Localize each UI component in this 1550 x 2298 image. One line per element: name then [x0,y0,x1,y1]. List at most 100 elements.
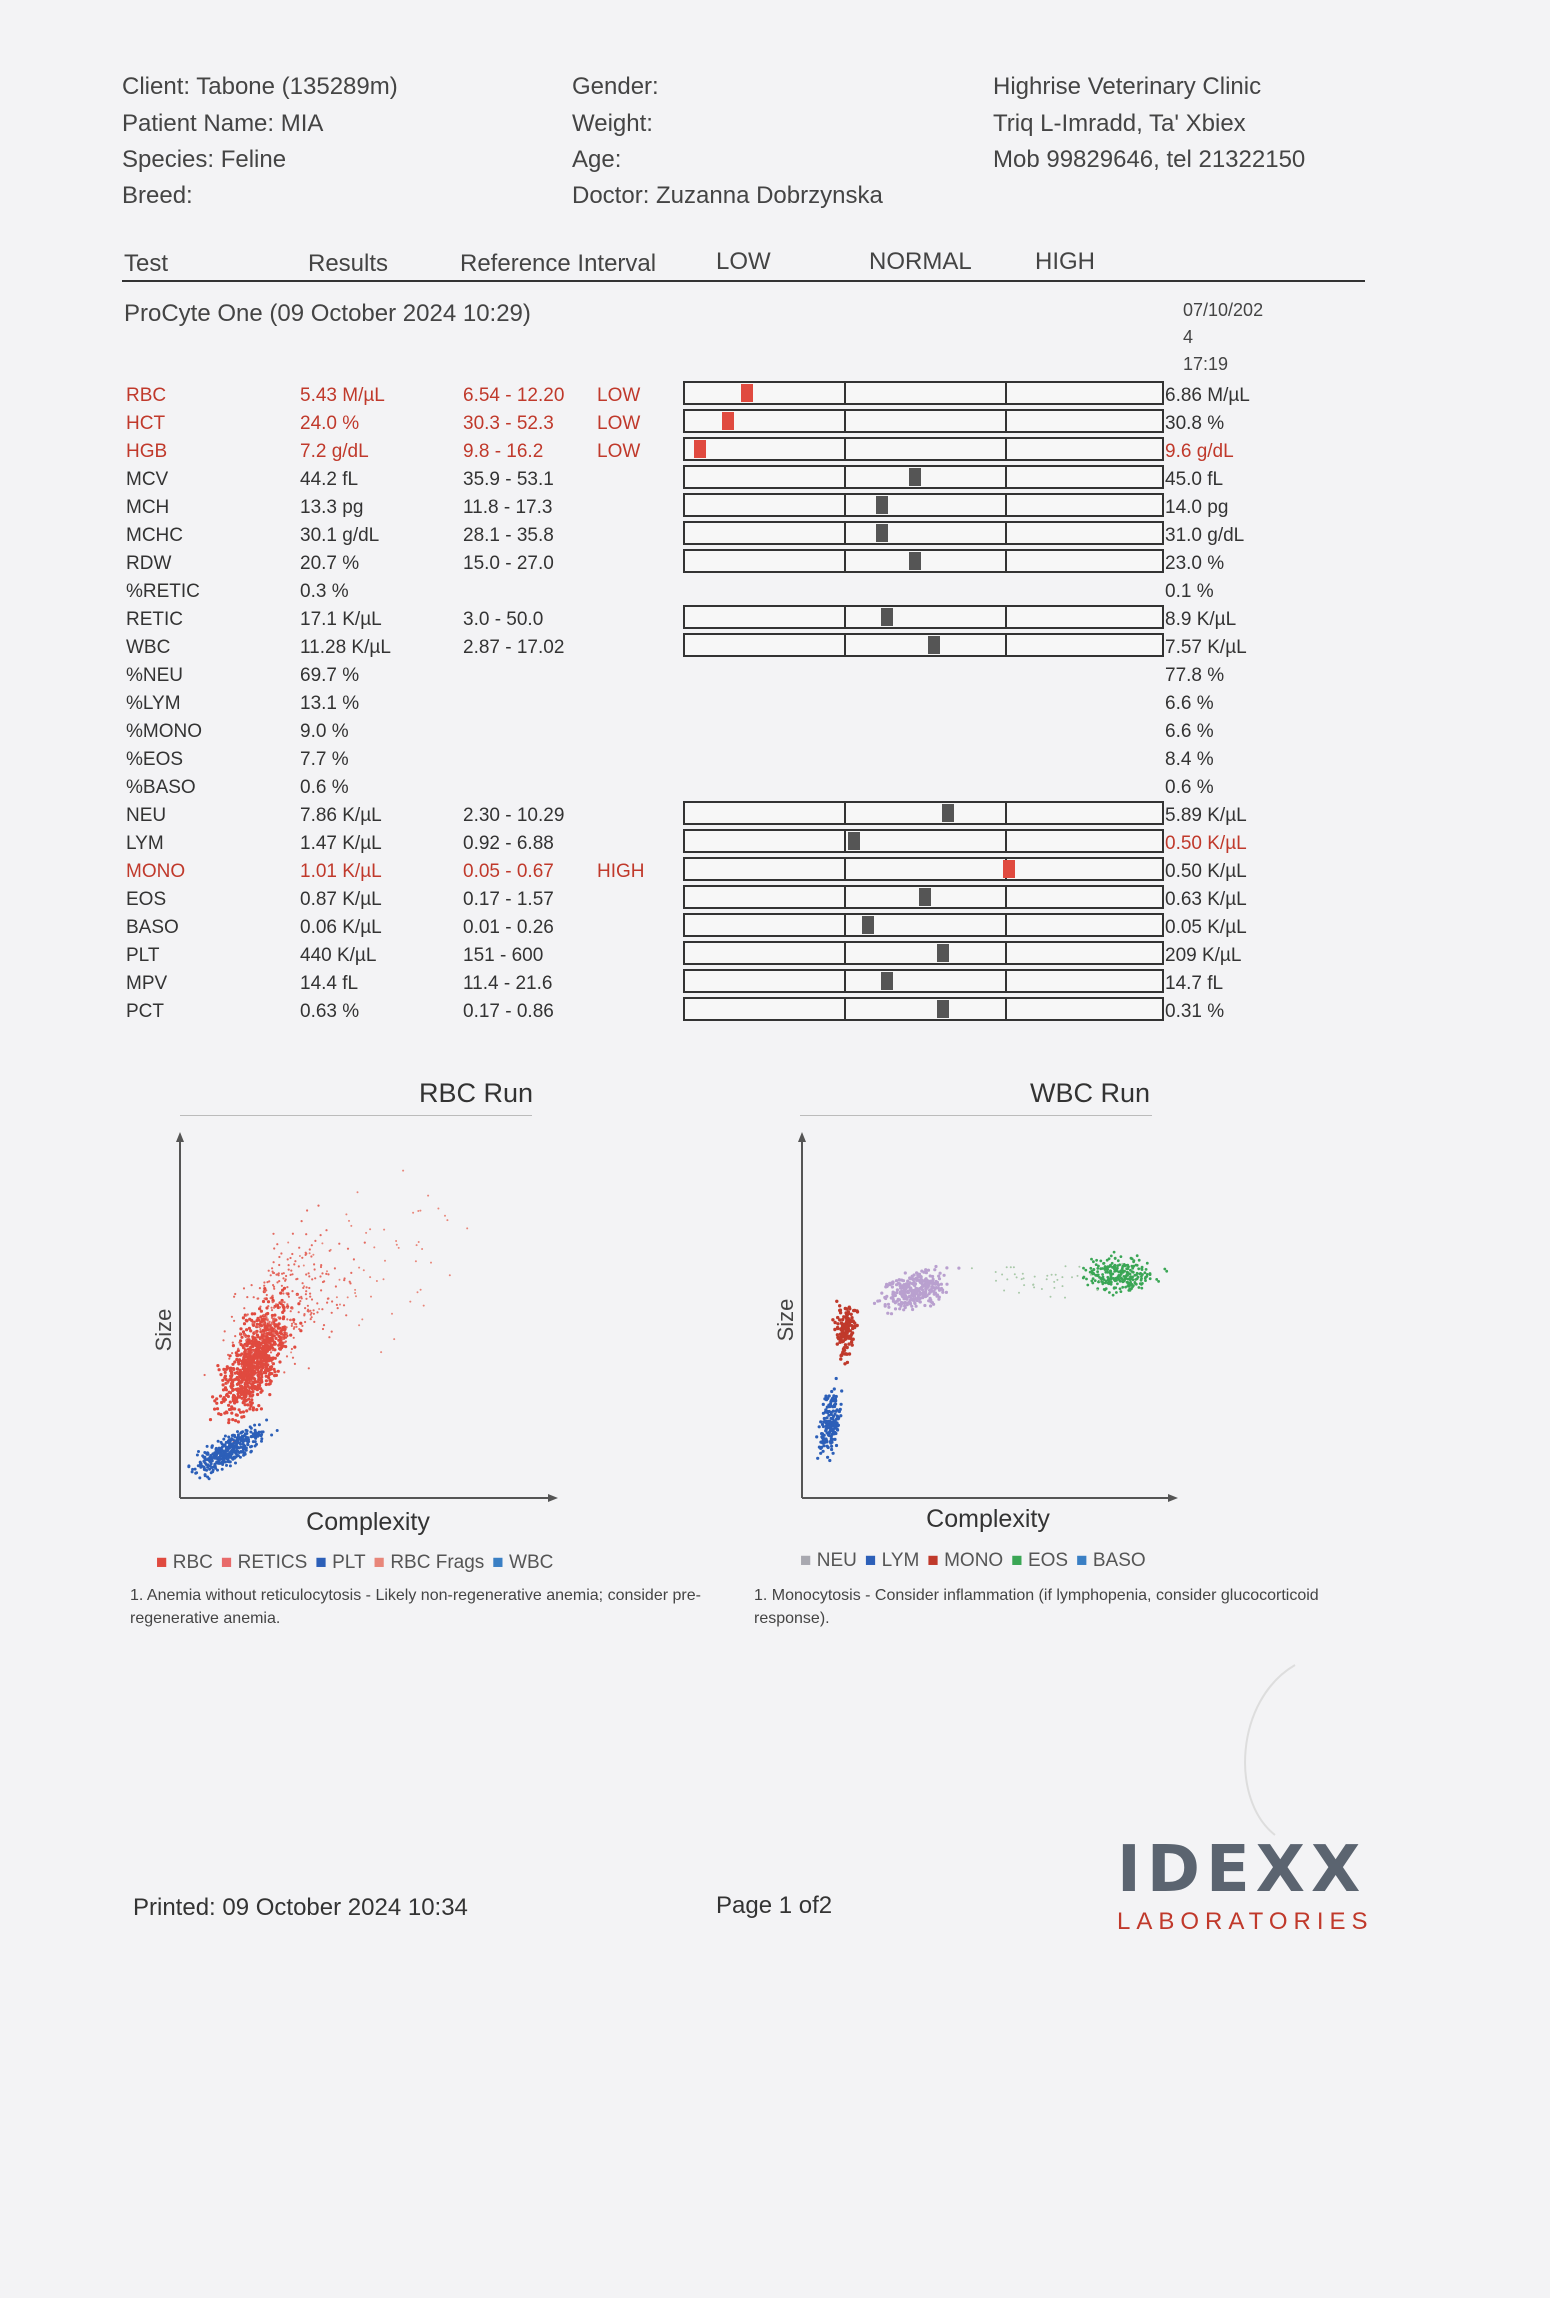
test-reference: 0.92 - 6.88 [463,833,554,854]
doctor: Doctor: Zuzanna Dobrzynska [572,182,883,209]
lym-dot [815,1435,819,1439]
retic-dot [310,1311,313,1315]
rbc-dot [226,1394,230,1399]
test-name: MPV [126,973,168,994]
test-name: WBC [126,637,171,658]
rbc-dot [247,1365,251,1369]
test-result: 69.7 % [300,665,360,686]
retic-dot [321,1327,325,1331]
plt-dot [199,1463,203,1467]
eos-dot [1126,1280,1129,1284]
wbc-legend-swatch: ■ [927,1550,945,1571]
retic-dot [309,1292,312,1295]
neu-dot [902,1308,906,1312]
retic-dot [243,1307,246,1310]
range-divider [1005,383,1007,403]
retic-dot [335,1303,338,1306]
baso-dot [1071,1276,1073,1279]
baso-dot [1045,1278,1048,1281]
eos-dot [1141,1273,1144,1276]
rbc-dot [248,1317,252,1321]
plt-dot [241,1430,245,1434]
retic-dot [268,1280,271,1283]
neu-dot [942,1273,946,1277]
range-divider [844,495,846,515]
eos-dot [1108,1291,1111,1294]
rbc-dot [219,1373,223,1377]
neu-dot [930,1301,934,1305]
baso-dot [1061,1276,1064,1279]
retic-dot [285,1332,288,1335]
gender: Gender: [572,73,659,100]
rbc-dot [247,1340,251,1344]
printed-date: Printed: 09 October 2024 10:34 [133,1894,468,1921]
plt-dot [214,1448,218,1452]
lym-dot [833,1424,837,1428]
plt-dot [270,1433,274,1437]
test-name: MCV [126,469,169,490]
retic-dot [310,1298,314,1301]
retic-dot [259,1305,262,1308]
test-name: PCT [126,1001,164,1022]
eos-dot [1137,1258,1141,1262]
eos-dot [1097,1264,1100,1268]
retic-dot [304,1320,307,1324]
baso-dot [1078,1265,1081,1268]
neu-dot [936,1282,940,1287]
eos-dot [1091,1277,1095,1280]
retic-dot [291,1290,294,1293]
eos-dot [1132,1264,1136,1268]
plt-dot [235,1447,239,1450]
col-normal: NORMAL [869,248,972,275]
neu-dot [903,1291,907,1295]
lym-dot [830,1447,834,1452]
eos-dot [1117,1278,1121,1281]
rbc-dot [223,1370,227,1374]
neu-dot [927,1292,931,1296]
wbc-title-rule [800,1115,1152,1116]
test-result: 20.7 % [300,553,360,574]
plt-dot [238,1442,242,1446]
test-name: LYM [126,833,164,854]
retic-dot [285,1292,288,1295]
baso-dot [1023,1284,1026,1287]
table-row: RDW 20.7 % 15.0 - 27.0 23.0 % [0,549,1550,581]
range-divider [844,915,846,935]
plt-dot [260,1439,263,1443]
rbc-dot [249,1329,253,1333]
retic-dot [338,1242,341,1245]
rbc-dot [275,1332,279,1336]
rbc-frag-dot [365,1231,368,1234]
lym-dot [821,1449,825,1453]
rbc-dot [267,1376,271,1380]
retic-dot [260,1338,263,1341]
range-divider [1005,915,1007,935]
mono-dot [835,1333,840,1337]
mono-dot [844,1336,848,1340]
neu-dot [908,1281,912,1285]
baso-dot [1032,1283,1035,1286]
range-marker [862,916,874,934]
rbc-dot [261,1328,265,1332]
eos-dot [1131,1270,1135,1274]
weight: Weight: [572,110,653,137]
eos-dot [1148,1273,1152,1276]
test-previous: 0.31 % [1165,1001,1225,1022]
mono-dot [843,1306,847,1311]
range-divider [1005,803,1007,823]
plt-dot [255,1442,258,1446]
eos-dot [1100,1267,1104,1270]
lym-dot [833,1397,838,1401]
range-divider [1005,635,1007,655]
neu-dot [903,1300,907,1305]
mono-dot [838,1318,842,1322]
retic-dot [270,1309,274,1312]
rbc-dot [241,1392,245,1396]
retic-dot [289,1310,292,1313]
rbc-frag-dot [312,1253,315,1256]
lym-dot [839,1402,843,1406]
plt-dot [225,1449,229,1453]
plt-dot [221,1463,225,1466]
lym-dot [836,1423,840,1427]
plt-dot [228,1464,232,1468]
